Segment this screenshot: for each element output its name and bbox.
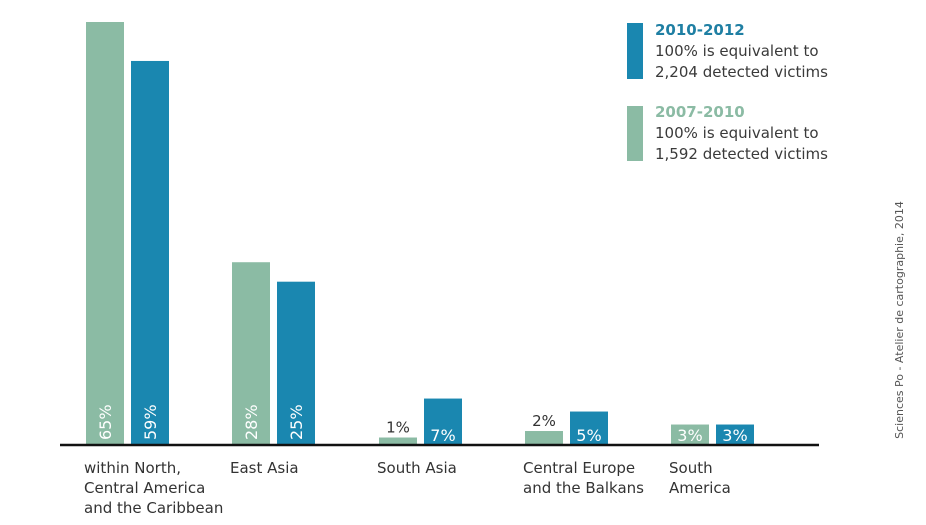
bar-label: 7% <box>430 426 455 445</box>
bar-label: 59% <box>141 404 160 440</box>
bar-label: 2% <box>532 412 556 430</box>
bar-label: 28% <box>242 404 261 440</box>
legend-swatch-2007-2010 <box>627 106 643 161</box>
legend-line2-2010-2012: 2,204 detected victims <box>655 63 828 81</box>
bar-2007-2010-2 <box>379 437 417 444</box>
category-label: South America <box>669 459 731 497</box>
bar-2010-2012-1 <box>277 281 315 444</box>
bar-label: 3% <box>677 426 702 445</box>
bar-2007-2010-3 <box>525 431 563 444</box>
bar-2007-2010-4 <box>671 424 709 444</box>
legend-title-2010-2012: 2010-2012 <box>655 21 745 39</box>
bar-2010-2012-4 <box>716 424 754 444</box>
category-label: within North, Central America and the Ca… <box>84 459 224 517</box>
bar-2010-2012-2 <box>424 398 462 444</box>
category-label: East Asia <box>230 459 299 477</box>
bar-label: 3% <box>722 426 747 445</box>
bar-label: 25% <box>287 404 306 440</box>
bar-label: 65% <box>96 404 115 440</box>
legend-line1-2007-2010: 100% is equivalent to <box>655 124 819 142</box>
bar-2010-2012-3 <box>570 411 608 444</box>
bar-2010-2012-0 <box>131 60 169 444</box>
legend-line2-2007-2010: 1,592 detected victims <box>655 145 828 163</box>
bar-2007-2010-1 <box>232 262 270 444</box>
source-credit: Sciences Po - Atelier de cartographie, 2… <box>893 201 906 439</box>
category-label: Central Europe and the Balkans <box>523 459 644 497</box>
legend-title-2007-2010: 2007-2010 <box>655 103 745 121</box>
category-label: South Asia <box>377 459 457 477</box>
bar-2007-2010-0 <box>86 22 124 444</box>
legend-line1-2010-2012: 100% is equivalent to <box>655 42 819 60</box>
bar-label: 5% <box>576 426 601 445</box>
bar-label: 1% <box>386 419 410 437</box>
legend-swatch-2010-2012 <box>627 23 643 79</box>
